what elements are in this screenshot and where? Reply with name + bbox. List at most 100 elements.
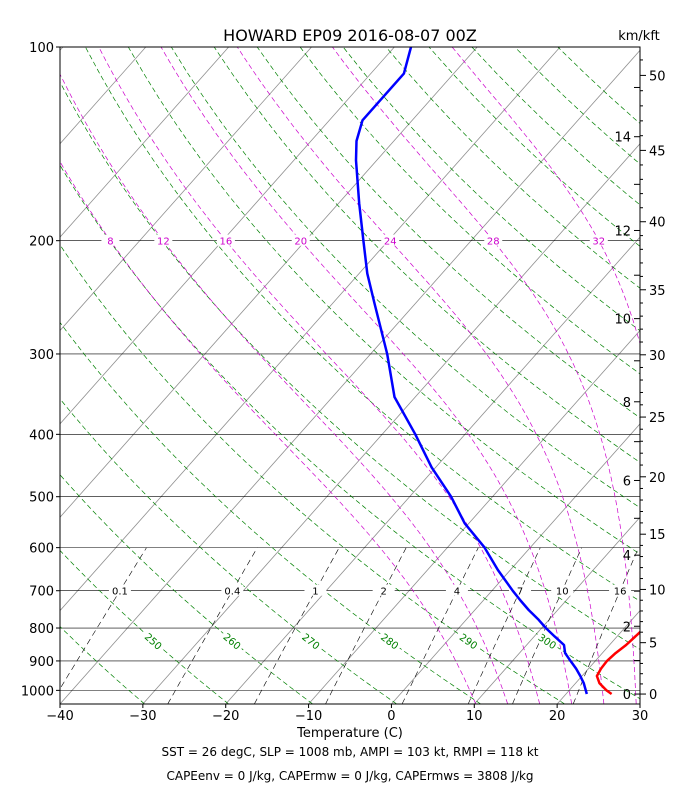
dry-adiabat-line	[60, 549, 229, 704]
mixing-ratio-label-bg	[108, 584, 131, 596]
moist-adiabat-line	[237, 47, 605, 704]
mixing-ratio-label-bg	[221, 584, 244, 596]
x-axis-tick-label: 30	[632, 709, 649, 724]
isotherm-line	[60, 47, 561, 612]
pressure-tick-label: 200	[29, 235, 54, 250]
moist-adiabat-label: 16	[220, 237, 233, 248]
moist-adiabat-line	[60, 160, 477, 704]
pressure-tick-label: 800	[29, 622, 54, 637]
pressure-tick-label: 400	[29, 428, 54, 443]
mixing-ratio-label-bg	[551, 584, 574, 596]
moist-adiabat-label-bg	[381, 234, 400, 246]
kft-tick-label: 5	[649, 637, 657, 652]
dry-adiabat-line	[471, 47, 640, 206]
dewpoint-profile-line	[354, 47, 589, 695]
dry-adiabat-label-bg	[298, 628, 325, 653]
moist-adiabat-line	[160, 47, 573, 704]
dry-adiabat-line	[85, 47, 640, 602]
dry-adiabat-line	[342, 47, 640, 332]
mixing-ratio-line	[512, 547, 582, 704]
mixing-ratio-label: 4	[454, 587, 460, 598]
dry-adiabat-line	[514, 47, 640, 165]
dry-adiabat-line	[256, 47, 640, 419]
moist-adiabat-line	[332, 47, 637, 704]
mixing-ratio-label: 0.1	[112, 587, 128, 598]
mixing-ratio-label: 2	[380, 587, 386, 598]
moist-adiabat-line	[98, 47, 541, 704]
km-tick-label: 10	[614, 313, 631, 328]
isotherm-line	[391, 423, 640, 704]
pressure-tick-label: 300	[29, 348, 54, 363]
moist-adiabat-line	[451, 47, 640, 346]
mixing-ratio-line	[572, 547, 639, 704]
mixing-ratio-line	[467, 547, 541, 704]
mixing-ratio-label-bg	[509, 584, 532, 596]
km-tick-label: 12	[614, 224, 631, 239]
mixing-ratio-label: 0.4	[224, 587, 240, 598]
moist-adiabat-label: 32	[592, 237, 605, 248]
isotherm-line	[60, 47, 229, 238]
pressure-tick-label: 700	[29, 585, 54, 600]
axis-layer: −40 −30 −20 −10 0 10 20 30100200300400500600700…	[21, 41, 666, 724]
moist-adiabat-label-bg	[101, 234, 120, 246]
mixing-ratio-label: 16	[614, 587, 627, 598]
chart-title: HOWARD EP09 2016-08-07 00Z	[223, 26, 477, 45]
mixing-ratio-label-bg	[304, 584, 327, 596]
dry-adiabat-label-bg	[377, 629, 404, 653]
dry-adiabat-line	[60, 244, 565, 704]
moist-adiabat-label: 8	[107, 237, 113, 248]
x-axis-label: Temperature (C)	[296, 726, 403, 741]
km-tick-label: 4	[623, 549, 631, 564]
kft-tick-label: 15	[649, 528, 666, 543]
mixing-ratio-line	[254, 547, 340, 704]
x-axis-tick-label: −40	[46, 709, 73, 724]
isotherm-line	[60, 47, 64, 51]
dry-adiabat-line	[60, 321, 481, 704]
kft-tick-label: 40	[649, 216, 666, 231]
kft-tick-label: 35	[649, 284, 666, 299]
moist-adiabat-line	[60, 73, 509, 704]
isotherm-line	[60, 47, 147, 145]
moist-adiabat-label: 24	[384, 237, 397, 248]
dry-adiabat-label-bg	[141, 628, 167, 653]
kft-tick-label: 50	[649, 69, 666, 84]
moist-adiabat-label: 20	[294, 237, 307, 248]
dry-adiabat-label-bg	[534, 629, 561, 652]
isotherm-line	[60, 47, 395, 425]
km-tick-label: 2	[623, 620, 631, 635]
kft-tick-label: 10	[649, 583, 666, 598]
mixing-ratio-label-bg	[372, 584, 395, 596]
km-tick-label: 6	[623, 474, 631, 489]
mixing-ratio-label: 1	[312, 587, 318, 598]
dry-adiabat-line	[127, 47, 640, 555]
moist-adiabat-label: 28	[487, 237, 500, 248]
dry-adiabat-line	[60, 626, 145, 704]
pressure-tick-label: 600	[29, 542, 54, 557]
moist-adiabat-label-bg	[216, 234, 235, 246]
mixing-ratio-line	[60, 547, 147, 690]
kft-tick-label: 20	[649, 471, 666, 486]
pressure-tick-label: 500	[29, 491, 54, 506]
profile-layer	[354, 47, 640, 696]
moist-adiabat-label-bg	[484, 234, 503, 246]
km-tick-label: 14	[614, 131, 631, 146]
footer-line-1: SST = 26 degC, SLP = 1008 mb, AMPI = 103…	[161, 745, 539, 759]
isotherm-line	[60, 47, 312, 332]
dry-adiabat-line	[171, 47, 640, 509]
dry-adiabat-line	[60, 398, 397, 704]
isotherm-line	[308, 329, 640, 704]
kft-tick-label: 30	[649, 349, 666, 364]
plot-frame	[59, 46, 641, 705]
dry-adiabat-label-group: 280	[377, 629, 404, 653]
mixing-ratio-line	[325, 547, 407, 704]
kft-tick-label: 25	[649, 411, 666, 426]
dry-adiabat-label-group: 270	[298, 628, 325, 653]
x-axis-tick-label: 0	[387, 709, 395, 724]
dry-adiabat-line	[60, 474, 313, 704]
grid-layer	[60, 47, 640, 704]
moist-adiabat-label-bg	[589, 234, 608, 246]
isotherm-line	[473, 516, 640, 704]
dry-adiabat-label-bg	[456, 629, 483, 652]
